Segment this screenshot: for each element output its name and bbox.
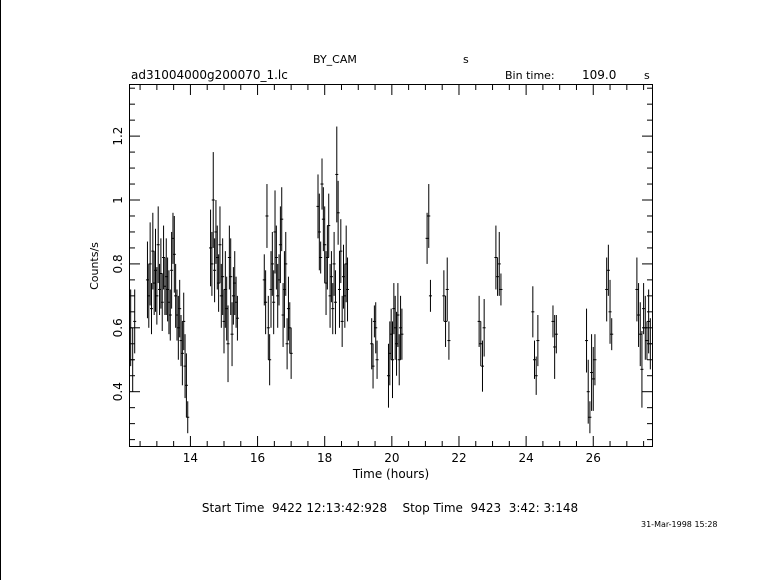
x-axis-label: Time (hours)	[352, 467, 429, 481]
y-tick-label: 1	[111, 196, 125, 204]
x-tick-label: 26	[586, 451, 601, 465]
bin-time-unit: s	[644, 69, 650, 82]
y-axis-label: Counts/s	[88, 242, 101, 290]
x-tick-label: 16	[250, 451, 265, 465]
start-stop-times: Start Time 9422 12:13:42:928 Stop Time 9…	[202, 501, 578, 515]
date-stamp: 31-Mar-1998 15:28	[641, 520, 718, 529]
plot-frame	[129, 84, 653, 447]
y-tick-label: 0.6	[111, 318, 125, 337]
x-tick-label: 14	[183, 451, 198, 465]
filename-label: ad31004000g200070_1.lc	[131, 68, 288, 82]
x-tick-label: 18	[317, 451, 332, 465]
x-tick-label: 20	[384, 451, 399, 465]
x-axis-ticks	[139, 85, 645, 446]
bin-time-label: Bin time:	[505, 69, 555, 82]
top-unit-label: s	[463, 53, 469, 66]
y-tick-label: 0.4	[111, 382, 125, 401]
x-axis-tick-labels: 14 16 18 20 22 24 26	[183, 451, 601, 465]
light-curve-error-bars	[129, 126, 652, 434]
y-axis-tick-labels: 0.4 0.6 0.8 1 1.2	[111, 127, 125, 402]
y-tick-label: 1.2	[111, 127, 125, 146]
x-tick-label: 24	[518, 451, 533, 465]
instrument-label: BY_CAM	[313, 53, 357, 66]
y-axis-ticks	[130, 87, 652, 441]
y-tick-label: 0.8	[111, 254, 125, 273]
bin-time-value: 109.0	[582, 68, 616, 82]
x-tick-label: 22	[451, 451, 466, 465]
